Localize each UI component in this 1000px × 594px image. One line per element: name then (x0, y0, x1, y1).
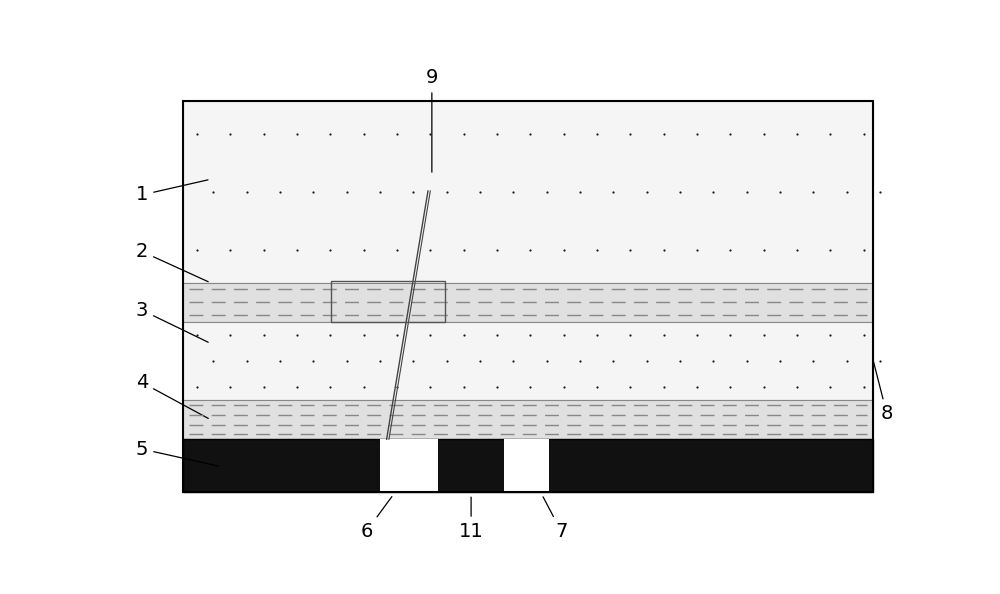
Text: 5: 5 (136, 440, 218, 466)
Bar (183, 101, 873, 283)
Text: 9: 9 (426, 68, 438, 172)
Bar (183, 400, 873, 440)
Text: 6: 6 (360, 497, 392, 541)
Bar (380, 440, 438, 492)
Bar (504, 440, 549, 492)
Bar (183, 101, 873, 492)
Text: 11: 11 (459, 497, 483, 541)
Text: 3: 3 (136, 301, 208, 342)
Text: 7: 7 (543, 497, 567, 541)
Text: 1: 1 (136, 180, 208, 204)
Text: 2: 2 (136, 242, 208, 282)
Bar (183, 283, 873, 322)
Bar (183, 322, 873, 400)
Text: 4: 4 (136, 373, 208, 418)
Text: 8: 8 (874, 362, 893, 424)
Bar (183, 440, 873, 492)
Bar (331, 281, 445, 322)
